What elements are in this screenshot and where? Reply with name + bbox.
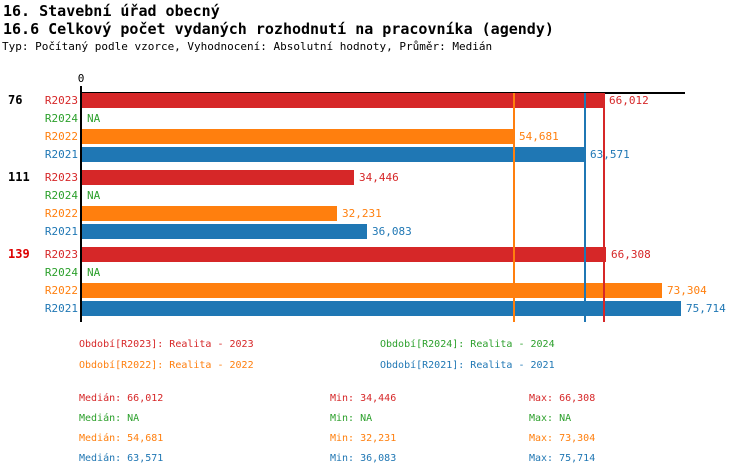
bar-row-label: R2024 [44,189,78,202]
bar [82,129,514,144]
bar-value-label: 73,304 [667,284,707,297]
bar [82,224,367,239]
bar-row-label: R2024 [44,266,78,279]
stat-median: Medián: 63,571 [79,453,164,464]
indicator-title: 16.6 Celkový počet vydaných rozhodnutí n… [3,20,554,38]
bar [82,170,354,185]
group-label: 111 [8,170,30,184]
bar-value-label: 54,681 [519,130,559,143]
bar-row-label: R2021 [44,302,78,315]
median-line [603,93,605,322]
bar-row-label: R2023 [44,248,78,261]
group-label: 139 [8,247,30,261]
stat-min: Min: 34,446 [330,393,397,404]
bar-row-label: R2021 [44,148,78,161]
bar [82,301,681,316]
bar-row-label: R2023 [44,171,78,184]
axis-zero-label: 0 [77,72,85,85]
bar-row-label: R2021 [44,225,78,238]
bar-row-label: R2022 [44,284,78,297]
median-line [513,93,515,322]
bar [82,206,337,221]
bar-value-label: 66,308 [611,248,651,261]
stat-min: Min: NA [330,413,373,424]
stat-max: Max: 75,714 [529,453,596,464]
bar [82,283,662,298]
bar-value-label: 36,083 [372,225,412,238]
bar-value-label: 66,012 [609,94,649,107]
bar-value-label: 75,714 [686,302,726,315]
bar-row-label: R2024 [44,112,78,125]
stat-median: Medián: 54,681 [79,433,164,444]
bar [82,247,606,262]
bar-row-label: R2022 [44,130,78,143]
stat-max: Max: NA [529,413,572,424]
bar-row-label: R2022 [44,207,78,220]
legend-item: Období[R2023]: Realita - 2023 [79,339,254,350]
report-section-title: 16. Stavební úřad obecný [3,2,220,20]
bar [82,147,585,162]
bar-chart: 0 76 R2023 66,012 R2024 NA R2022 54,681 R2021 63… [8,72,726,322]
bar-value-label: 34,446 [359,171,399,184]
bar-row-label: R2023 [44,94,78,107]
stat-min: Min: 36,083 [330,453,397,464]
bar-value-label: 63,571 [590,148,630,161]
stat-min: Min: 32,231 [330,433,397,444]
stat-max: Max: 66,308 [529,393,596,404]
stat-median: Medián: 66,012 [79,393,164,404]
legend-item: Období[R2021]: Realita - 2021 [380,360,555,371]
report-subtitle: Typ: Počítaný podle vzorce, Vyhodnocení:… [2,40,493,53]
group-label: 76 [8,93,23,107]
bar-value-label: NA [87,266,101,279]
bar-value-label: NA [87,189,101,202]
axis-vertical-line [80,86,82,322]
bar-value-label: NA [87,112,101,125]
bar-value-label: 32,231 [342,207,382,220]
stat-median: Medián: NA [79,413,140,424]
stat-max: Max: 73,304 [529,433,596,444]
legend-item: Období[R2022]: Realita - 2022 [79,360,254,371]
legend-item: Období[R2024]: Realita - 2024 [380,339,555,350]
bar [82,93,604,108]
median-line [584,93,586,322]
